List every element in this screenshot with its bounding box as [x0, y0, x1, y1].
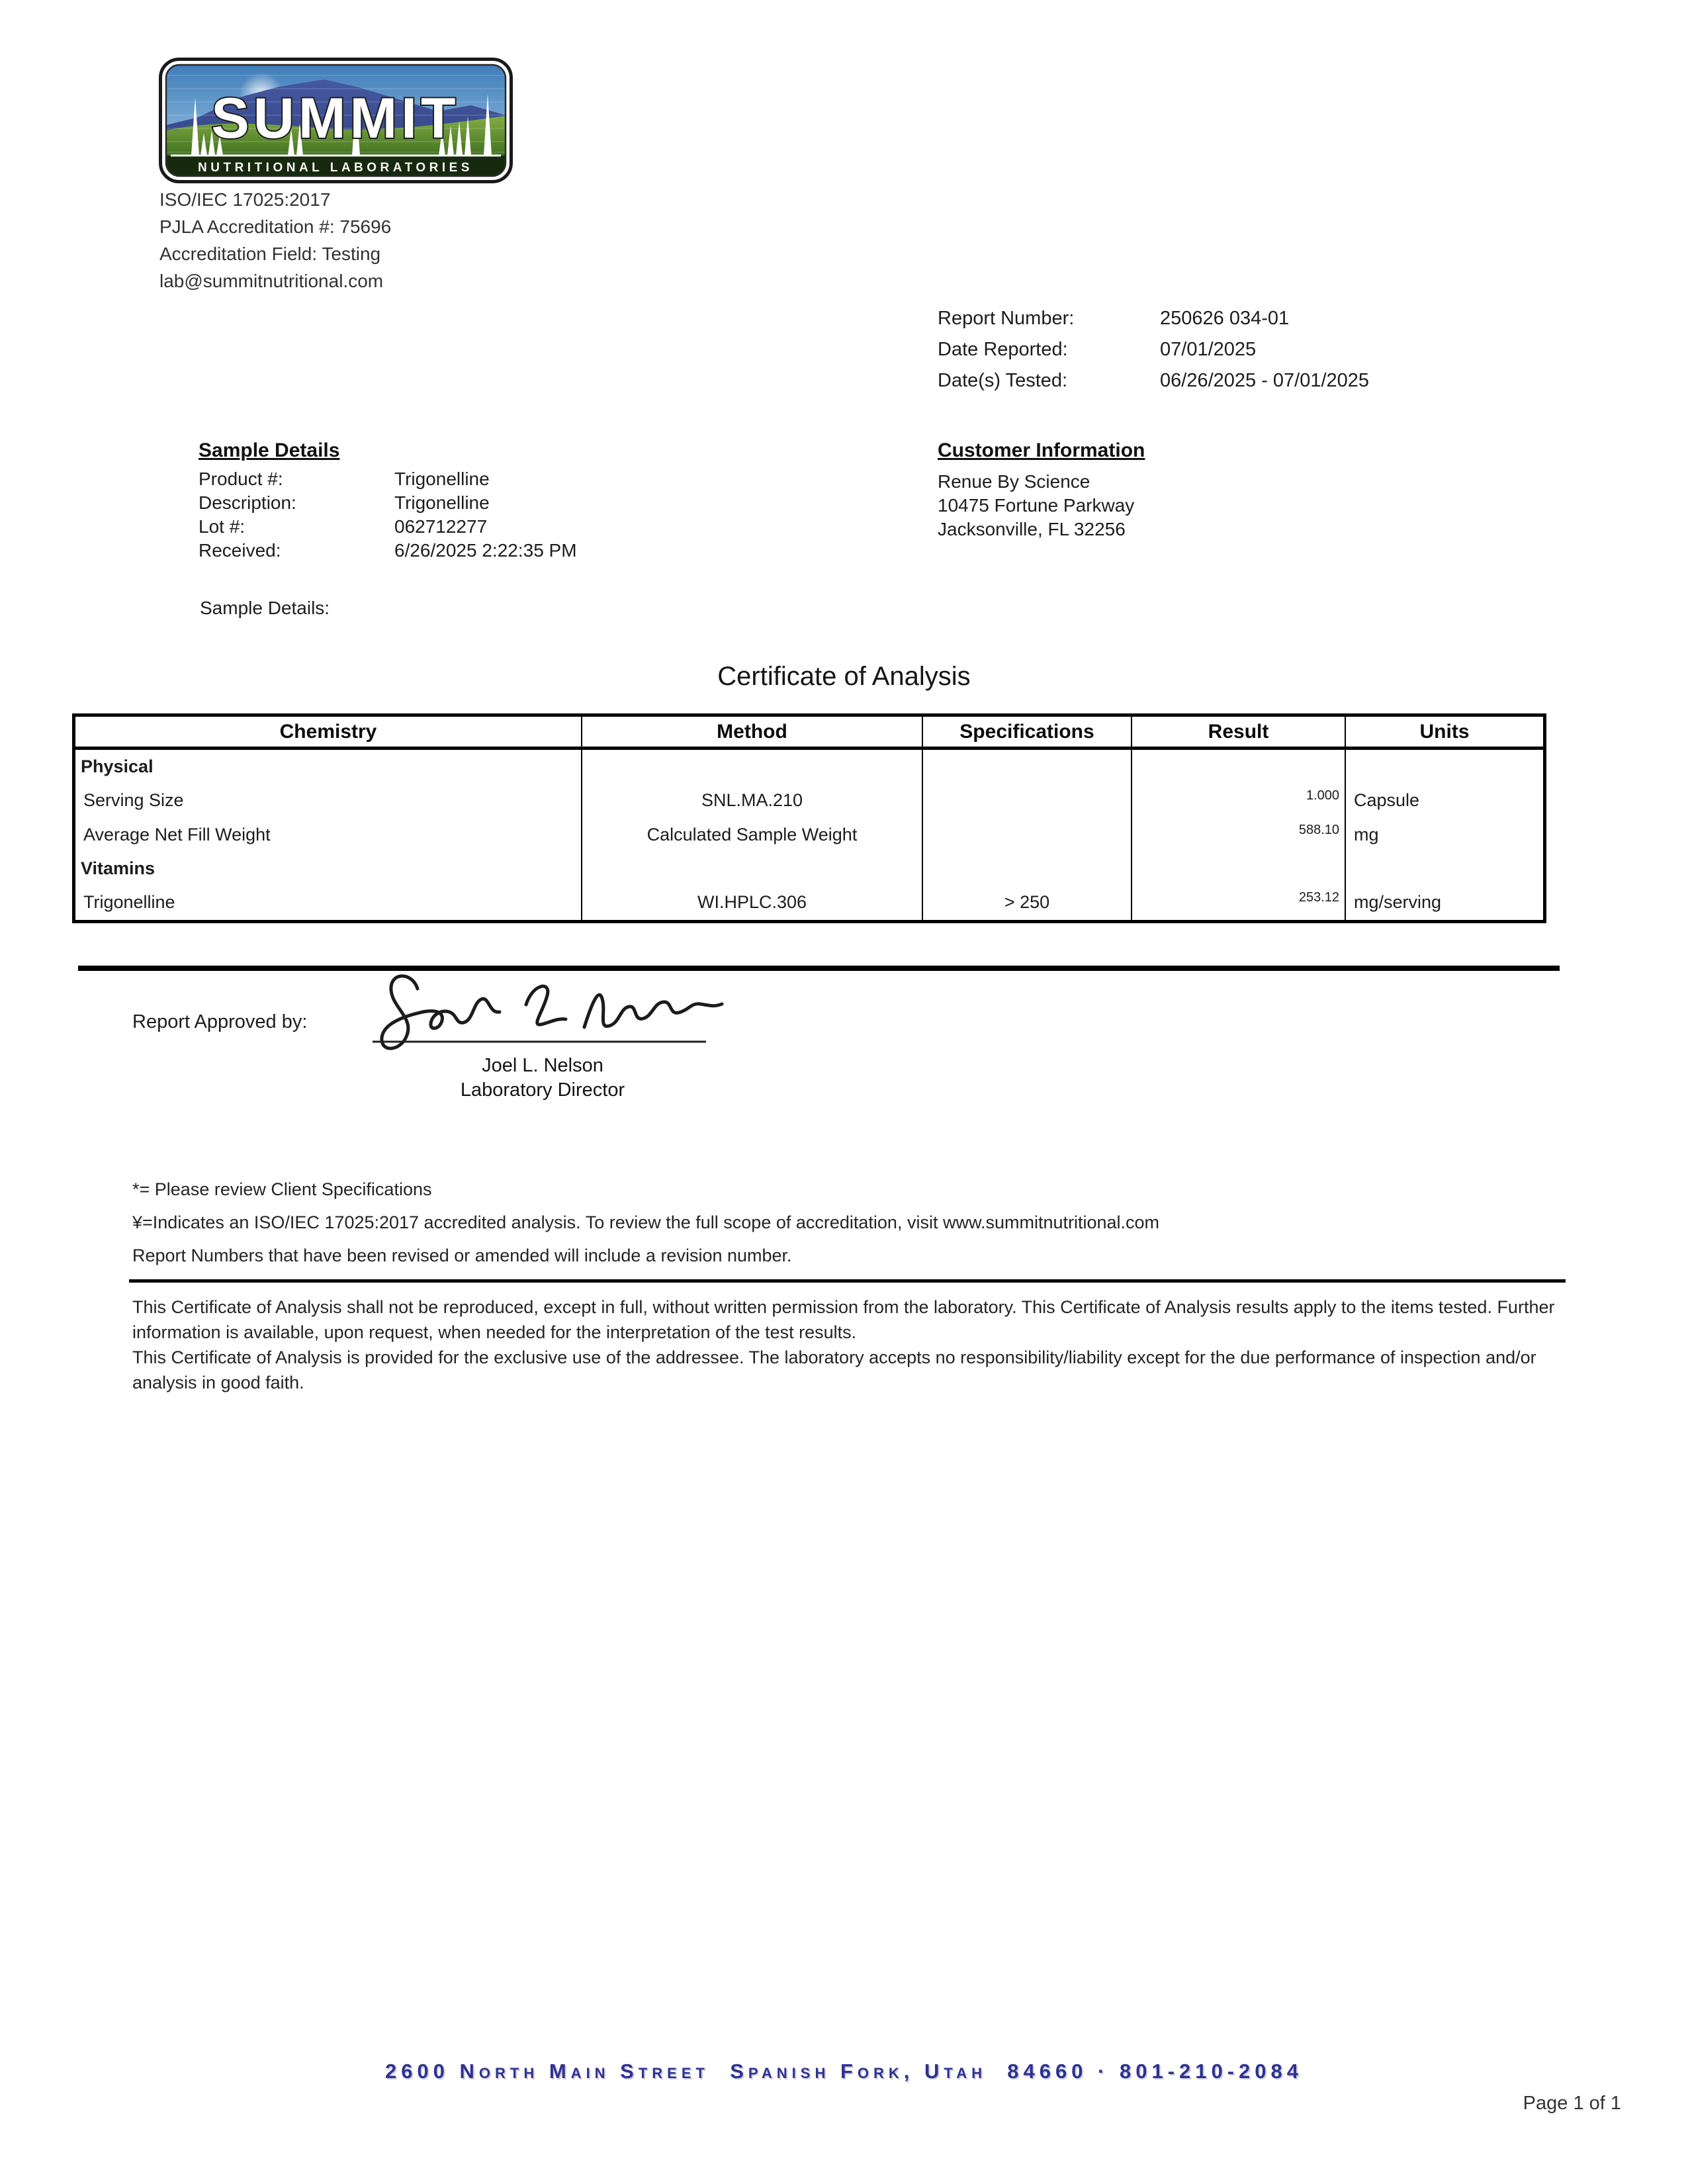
received-row: Received: 6/26/2025 2:22:35 PM — [199, 539, 577, 563]
date-reported-value: 07/01/2025 — [1160, 339, 1257, 360]
header-specifications: Specifications — [923, 717, 1132, 747]
section-name: Physical — [75, 750, 582, 783]
customer-name: Renue By Science — [938, 471, 1090, 492]
dates-tested-label: Date(s) Tested: — [938, 370, 1068, 391]
report-meta: Report Number: 250626 034-01 Date Report… — [938, 303, 1369, 396]
section-name: Vitamins — [75, 852, 582, 885]
accreditation-line: Accreditation Field: Testing — [159, 244, 381, 264]
result-value: 253.12 — [1298, 890, 1339, 905]
header-method: Method — [582, 717, 923, 747]
disclaimer-paragraph: This Certificate of Analysis is provided… — [132, 1347, 1536, 1392]
description-label: Description: — [199, 492, 296, 513]
footnote-accredited-analysis: ¥=Indicates an ISO/IEC 17025:2017 accred… — [132, 1212, 1160, 1232]
date-reported-row: Date Reported: 07/01/2025 — [938, 334, 1369, 365]
product-row: Product #: Trigonelline — [199, 467, 577, 491]
dates-tested-value: 06/26/2025 - 07/01/2025 — [1160, 370, 1370, 391]
table-row: Trigonelline WI.HPLC.306 > 250 253.12 mg… — [75, 885, 1543, 920]
disclaimer-divider-rule — [129, 1279, 1566, 1283]
approver-title: Laboratory Director — [460, 1079, 625, 1101]
sample-details-block: Product #: Trigonelline Description: Tri… — [199, 467, 577, 563]
lot-label: Lot #: — [199, 516, 245, 537]
received-value: 6/26/2025 2:22:35 PM — [394, 540, 577, 561]
table-row: Serving Size SNL.MA.210 1.000 Capsule — [75, 783, 1543, 817]
lot-row: Lot #: 062712277 — [199, 515, 577, 539]
page-number: Page 1 of 1 — [1523, 2093, 1621, 2114]
units-value: Capsule — [1354, 790, 1420, 810]
sample-details-heading: Sample Details — [199, 439, 340, 461]
analyte-name: Serving Size — [75, 783, 582, 817]
spec-value — [923, 817, 1132, 852]
summit-logo: SUMMIT NUTRITIONAL LABORATORIES — [159, 58, 513, 183]
date-reported-label: Date Reported: — [938, 339, 1068, 360]
report-number-value: 250626 034-01 — [1160, 308, 1290, 329]
disclaimer-paragraph: This Certificate of Analysis shall not b… — [132, 1297, 1555, 1342]
accreditation-block: ISO/IEC 17025:2017 PJLA Accreditation #:… — [159, 186, 391, 295]
method-value: Calculated Sample Weight — [582, 817, 923, 852]
lot-value: 062712277 — [394, 516, 488, 537]
customer-address-line: Jacksonville, FL 32256 — [938, 519, 1126, 539]
units-value: mg/serving — [1354, 892, 1442, 912]
table-row: Average Net Fill Weight Calculated Sampl… — [75, 817, 1543, 852]
dates-tested-row: Date(s) Tested: 06/26/2025 - 07/01/2025 — [938, 365, 1369, 396]
footnote-client-specs: *= Please review Client Specifications — [132, 1179, 432, 1199]
table-header-row: Chemistry Method Specifications Result U… — [75, 717, 1543, 750]
report-number-label: Report Number: — [938, 308, 1075, 329]
report-approved-label: Report Approved by: — [132, 1011, 308, 1032]
result-value: 1.000 — [1306, 788, 1339, 803]
customer-address-line: 10475 Fortune Parkway — [938, 495, 1135, 516]
signature-image — [373, 974, 724, 1050]
section-divider-rule — [78, 966, 1560, 971]
page-title: Certificate of Analysis — [717, 662, 971, 691]
header-chemistry: Chemistry — [75, 717, 582, 747]
accreditation-line: PJLA Accreditation #: 75696 — [159, 216, 392, 237]
lab-email: lab@summitnutritional.com — [159, 271, 384, 291]
spec-value: > 250 — [923, 885, 1132, 920]
analyte-name: Average Net Fill Weight — [75, 817, 582, 852]
analyte-name: Trigonelline — [75, 885, 582, 920]
results-table: Chemistry Method Specifications Result U… — [72, 713, 1546, 923]
logo-bottom-band — [166, 156, 506, 176]
footnotes: *= Please review Client Specifications ¥… — [132, 1173, 1159, 1272]
description-value: Trigonelline — [394, 492, 490, 513]
chromatogram-peaks — [191, 94, 492, 156]
description-row: Description: Trigonelline — [199, 491, 577, 515]
method-value: WI.HPLC.306 — [582, 885, 923, 920]
accreditation-line: ISO/IEC 17025:2017 — [159, 189, 331, 210]
table-section-row: Vitamins — [75, 852, 1543, 885]
units-value: mg — [1354, 824, 1379, 844]
disclaimer-block: This Certificate of Analysis shall not b… — [132, 1295, 1568, 1395]
result-value: 588.10 — [1298, 822, 1339, 837]
sample-details-extra-label: Sample Details: — [200, 598, 330, 618]
customer-info-block: Renue By Science 10475 Fortune Parkway J… — [938, 470, 1134, 541]
logo-wordmark: SUMMIT — [211, 87, 459, 150]
header-result: Result — [1132, 717, 1346, 747]
logo-tagline: NUTRITIONAL LABORATORIES — [198, 161, 473, 175]
product-value: Trigonelline — [394, 469, 490, 489]
footnote-revision: Report Numbers that have been revised or… — [132, 1246, 792, 1265]
customer-info-heading: Customer Information — [938, 439, 1145, 461]
received-label: Received: — [199, 540, 281, 561]
approver-name: Joel L. Nelson — [482, 1055, 603, 1076]
table-section-row: Physical — [75, 750, 1543, 783]
lab-address-footer: 2600 North Main Street Spanish Fork, Uta… — [384, 2060, 1304, 2083]
product-label: Product #: — [199, 469, 283, 489]
report-number-row: Report Number: 250626 034-01 — [938, 303, 1369, 334]
spec-value — [923, 783, 1132, 817]
method-value: SNL.MA.210 — [582, 783, 923, 817]
header-units: Units — [1419, 720, 1470, 743]
